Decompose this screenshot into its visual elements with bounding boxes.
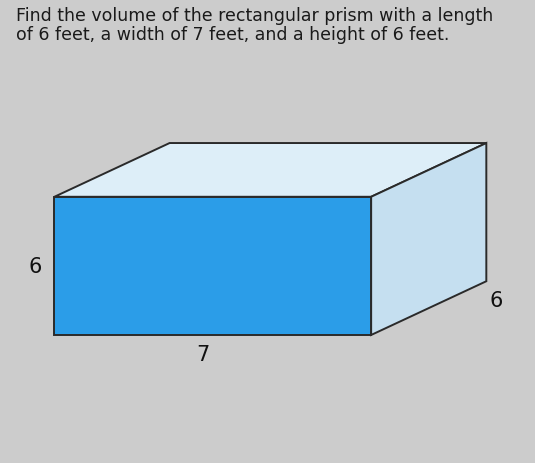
Text: 6: 6 (28, 257, 42, 276)
Text: Find the volume of the rectangular prism with a length: Find the volume of the rectangular prism… (16, 7, 493, 25)
Text: 6: 6 (489, 291, 502, 311)
Polygon shape (371, 144, 486, 335)
Polygon shape (55, 144, 486, 197)
Text: 7: 7 (196, 344, 210, 364)
Polygon shape (55, 197, 371, 335)
Text: of 6 feet, a width of 7 feet, and a height of 6 feet.: of 6 feet, a width of 7 feet, and a heig… (16, 25, 449, 44)
